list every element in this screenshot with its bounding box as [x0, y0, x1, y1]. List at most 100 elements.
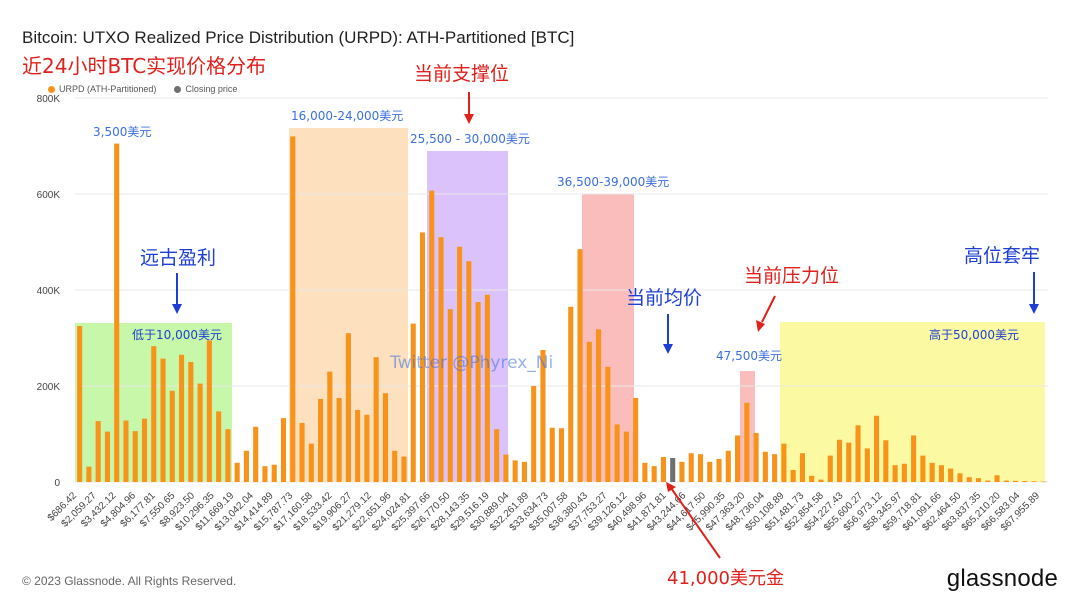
bar[interactable] — [633, 398, 639, 482]
bar[interactable] — [308, 443, 314, 482]
bar[interactable] — [512, 460, 518, 482]
bar[interactable] — [206, 340, 212, 482]
bar[interactable] — [911, 435, 917, 482]
bar[interactable] — [401, 456, 407, 482]
bar[interactable] — [531, 386, 537, 482]
bar[interactable] — [549, 427, 555, 482]
bar[interactable] — [197, 383, 203, 482]
bar[interactable] — [874, 415, 880, 482]
bar[interactable] — [86, 466, 92, 482]
bar[interactable] — [883, 440, 889, 482]
bar[interactable] — [660, 457, 666, 482]
bar[interactable] — [577, 249, 583, 482]
bar[interactable] — [586, 341, 592, 482]
bar[interactable] — [466, 261, 472, 482]
bar[interactable] — [818, 479, 824, 482]
bar[interactable] — [642, 462, 648, 482]
bar[interactable] — [262, 466, 268, 482]
bar[interactable] — [864, 448, 870, 482]
bar[interactable] — [772, 454, 778, 482]
bar[interactable] — [957, 473, 963, 482]
bar[interactable] — [651, 466, 657, 482]
bar[interactable] — [457, 246, 463, 482]
bar[interactable] — [364, 414, 370, 482]
bar[interactable] — [707, 461, 713, 482]
bar[interactable] — [948, 468, 954, 482]
bar[interactable] — [521, 461, 527, 482]
bar[interactable] — [809, 475, 815, 482]
bar[interactable] — [243, 450, 249, 482]
bar[interactable] — [336, 398, 342, 482]
bar[interactable] — [1013, 480, 1019, 482]
bar[interactable] — [104, 431, 110, 482]
bar[interactable] — [1040, 481, 1046, 483]
bar[interactable] — [169, 390, 175, 482]
bar[interactable] — [966, 477, 972, 482]
bar[interactable] — [697, 454, 704, 482]
bar[interactable] — [299, 422, 305, 482]
bar[interactable] — [596, 329, 602, 482]
bar[interactable] — [271, 464, 277, 482]
bar[interactable] — [280, 418, 287, 482]
bar[interactable] — [558, 428, 565, 482]
bar[interactable] — [216, 411, 222, 482]
bar[interactable] — [503, 454, 509, 482]
bar[interactable] — [327, 371, 333, 482]
bar[interactable] — [985, 480, 991, 482]
bar[interactable] — [614, 424, 620, 482]
bar[interactable] — [623, 431, 629, 482]
bar[interactable] — [475, 302, 481, 482]
bar[interactable] — [419, 232, 426, 482]
bar[interactable] — [688, 453, 694, 482]
bar[interactable] — [234, 462, 240, 482]
bar[interactable] — [938, 465, 944, 482]
bar[interactable] — [494, 429, 500, 482]
bar[interactable] — [744, 402, 750, 482]
bar[interactable] — [827, 455, 833, 482]
bar[interactable] — [901, 463, 907, 482]
bar[interactable] — [679, 461, 685, 482]
bar[interactable] — [373, 357, 379, 482]
bar[interactable] — [735, 435, 741, 482]
bar[interactable] — [355, 410, 361, 482]
glassnode-logo[interactable]: glassnode — [946, 565, 1058, 592]
bar[interactable] — [781, 443, 787, 482]
bar[interactable] — [605, 366, 611, 482]
bar[interactable] — [846, 442, 852, 482]
bar[interactable] — [179, 354, 185, 482]
bar[interactable] — [151, 346, 157, 482]
bar[interactable] — [225, 429, 231, 482]
bar[interactable] — [790, 470, 796, 482]
bar[interactable] — [132, 431, 138, 482]
bar[interactable] — [95, 421, 101, 482]
bar[interactable] — [290, 136, 296, 482]
bar[interactable] — [975, 478, 982, 482]
legend-item-urpd[interactable]: URPD (ATH-Partitioned) — [48, 84, 156, 94]
bar[interactable] — [1022, 481, 1028, 482]
bar[interactable] — [318, 398, 324, 482]
bar[interactable] — [484, 294, 490, 482]
closing-price-bar[interactable] — [670, 458, 676, 482]
bar[interactable] — [799, 453, 805, 482]
bar[interactable] — [382, 393, 388, 482]
bar[interactable] — [568, 306, 574, 482]
bar[interactable] — [447, 309, 453, 482]
bar[interactable] — [753, 433, 759, 482]
bar[interactable] — [725, 450, 731, 482]
bar[interactable] — [429, 190, 435, 482]
bar[interactable] — [141, 418, 148, 482]
bar[interactable] — [392, 450, 398, 482]
bar[interactable] — [114, 143, 120, 482]
bar[interactable] — [77, 326, 83, 482]
bar[interactable] — [188, 362, 194, 482]
bar[interactable] — [920, 455, 926, 482]
bar[interactable] — [892, 465, 898, 482]
bar[interactable] — [160, 358, 166, 482]
bar[interactable] — [410, 323, 416, 482]
legend-item-closing[interactable]: Closing price — [174, 84, 237, 94]
bar[interactable] — [1031, 481, 1037, 482]
bar[interactable] — [345, 333, 351, 482]
bar[interactable] — [836, 439, 843, 482]
bar[interactable] — [716, 458, 722, 482]
bar[interactable] — [929, 462, 935, 482]
